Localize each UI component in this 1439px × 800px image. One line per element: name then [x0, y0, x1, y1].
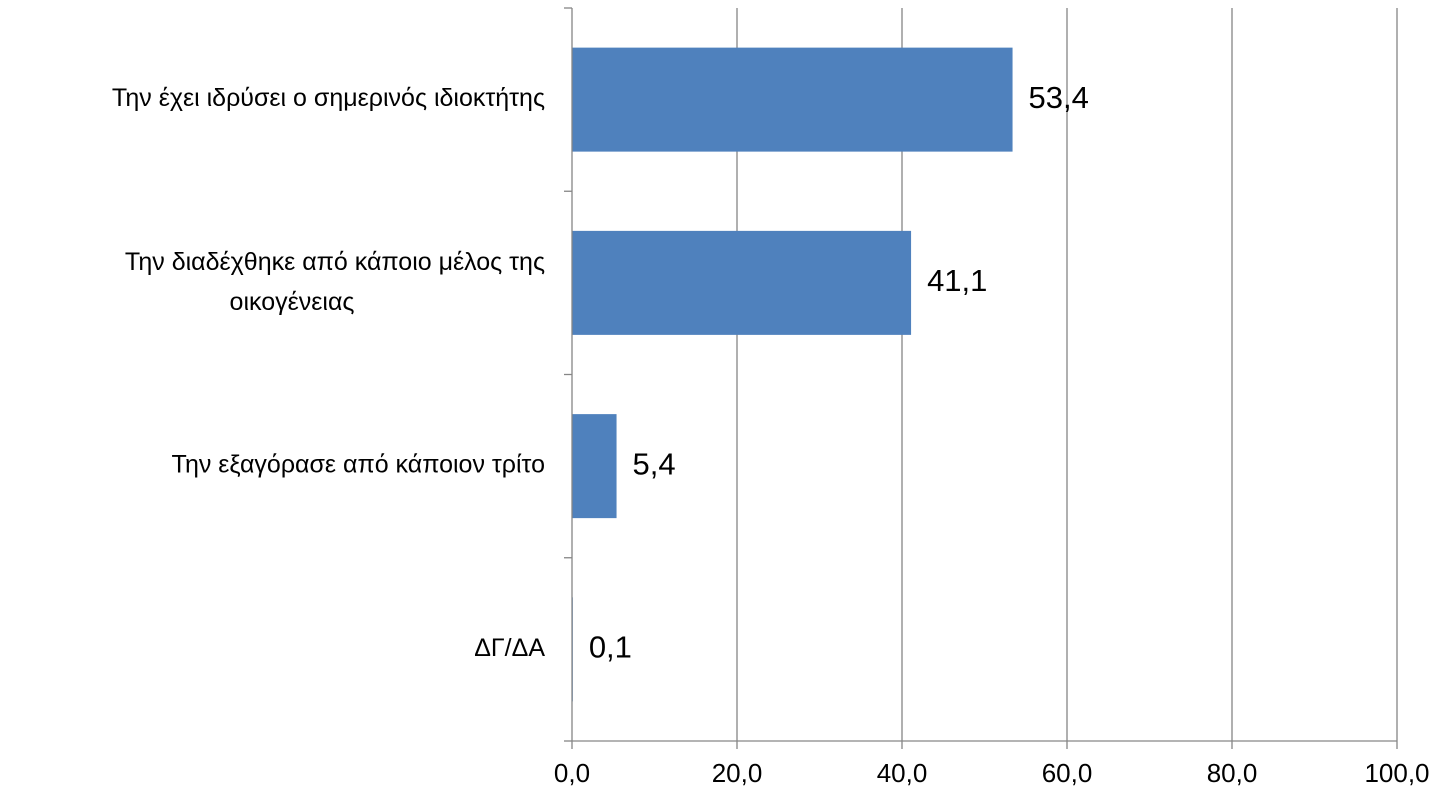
bar [572, 414, 617, 519]
bar [572, 230, 912, 335]
data-label: 53,4 [1029, 80, 1089, 115]
category-label-line: οικογένειας [230, 287, 355, 315]
data-label: 41,1 [927, 263, 987, 298]
data-label: 5,4 [633, 446, 676, 481]
x-tick-label: 0,0 [554, 758, 590, 788]
x-tick-label: 20,0 [712, 758, 763, 788]
x-tick-label: 40,0 [877, 758, 928, 788]
labels: 0,0 20,0 40,0 60,0 80,0 100,0 53,4 Την έχει ιδρ… [112, 80, 1430, 788]
bars [572, 47, 1013, 702]
x-tick-label: 80,0 [1207, 758, 1258, 788]
category-label: ΔΓ/ΔΑ [474, 634, 545, 662]
data-label: 0,1 [589, 630, 632, 665]
category-label: Την έχει ιδρύσει ο σημερινός ιδιοκτήτης [112, 84, 545, 112]
x-tick-label: 60,0 [1042, 758, 1093, 788]
axes [564, 7, 1398, 749]
bar [572, 47, 1013, 152]
category-label: Την διαδέχθηκε από κάποιο μέλος της οικογ… [125, 247, 545, 315]
category-label: Την εξαγόρασε από κάποιον τρίτο [172, 451, 546, 479]
category-label-line: Την διαδέχθηκε από κάποιο μέλος της [125, 247, 545, 275]
x-tick-label: 100,0 [1364, 758, 1429, 788]
